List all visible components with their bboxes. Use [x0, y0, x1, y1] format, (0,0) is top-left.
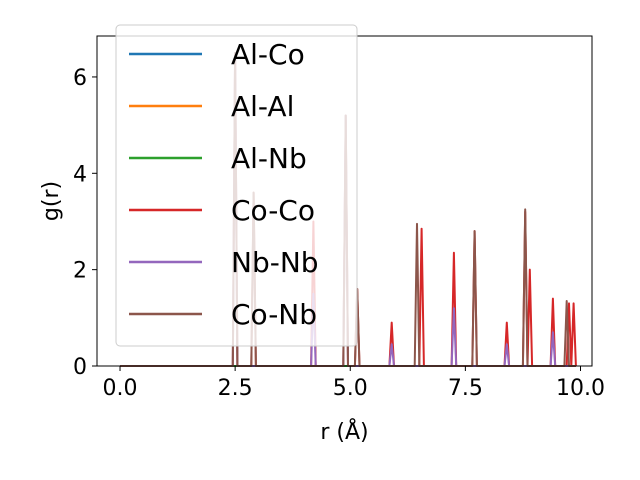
- x-axis-ticks: 0.0 2.5 5.0 7.5 10.0: [103, 366, 605, 401]
- legend-label: Al-Al: [231, 90, 294, 123]
- x-tick-label: 5.0: [333, 376, 368, 401]
- legend-label: Nb-Nb: [231, 246, 319, 279]
- legend: Al-Co Al-Al Al-Nb Co-Co Nb-Nb Co-Nb: [115, 24, 358, 347]
- x-tick-label: 0.0: [103, 376, 138, 401]
- legend-label: Co-Co: [231, 194, 315, 227]
- y-tick-label: 6: [73, 66, 87, 91]
- x-axis-label: r (Å): [320, 418, 368, 445]
- y-tick-label: 4: [73, 162, 87, 187]
- x-tick-label: 10.0: [556, 376, 605, 401]
- x-tick-label: 7.5: [448, 376, 483, 401]
- legend-label: Al-Co: [231, 38, 305, 71]
- y-tick-label: 0: [73, 355, 87, 380]
- y-axis-label: g(r): [39, 181, 64, 221]
- y-tick-label: 2: [73, 259, 87, 284]
- x-tick-label: 2.5: [218, 376, 253, 401]
- legend-label: Co-Nb: [231, 298, 317, 331]
- legend-label: Al-Nb: [231, 142, 307, 175]
- y-axis-ticks: 0 2 4 6: [73, 66, 97, 380]
